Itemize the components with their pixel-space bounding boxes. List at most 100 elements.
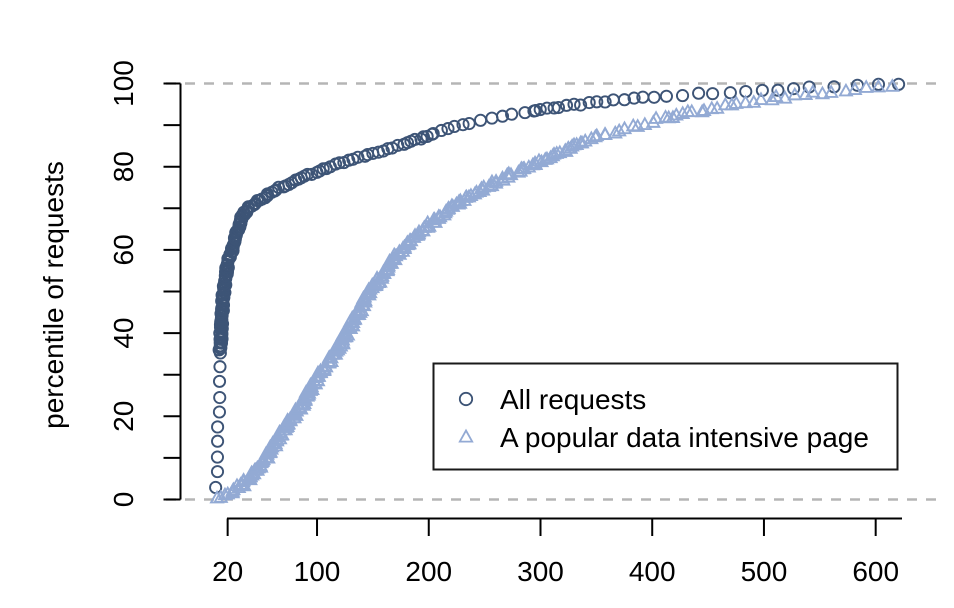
- data-point-triangle: [616, 120, 633, 135]
- data-point-triangle: [648, 110, 664, 124]
- series-all-requests: [209, 77, 906, 495]
- legend: All requests A popular data intensive pag…: [432, 362, 899, 471]
- x-tick-label: 500: [741, 556, 788, 587]
- data-point-circle: [582, 96, 596, 110]
- data-point-circle: [723, 86, 737, 100]
- data-point-circle: [441, 122, 455, 136]
- reference-lines: [166, 82, 941, 501]
- legend-box: [432, 362, 899, 471]
- data-point-triangle: [805, 84, 821, 98]
- data-point-triangle: [858, 79, 874, 93]
- data-point-triangle: [753, 91, 769, 105]
- data-point-triangle: [577, 132, 593, 147]
- x-tick-label: 400: [629, 556, 676, 587]
- data-point-circle: [590, 95, 604, 109]
- y-axis-title: percentile of requests: [38, 161, 69, 429]
- legend-label-popular-page: A popular data intensive page: [500, 422, 869, 453]
- data-point-circle: [408, 132, 422, 146]
- y-axis: 0 20 40 60 80 100: [108, 60, 182, 508]
- data-point-circle: [213, 390, 227, 405]
- x-tick-label: 200: [405, 556, 452, 587]
- data-point-circle: [210, 450, 224, 464]
- data-point-circle: [456, 118, 470, 132]
- data-point-circle: [692, 86, 706, 100]
- series-popular-data-intensive-page: [209, 78, 900, 504]
- legend-triangle-icon: [458, 428, 474, 443]
- data-point-circle: [505, 107, 519, 121]
- data-point-circle: [598, 95, 612, 109]
- data-point-triangle: [366, 277, 382, 292]
- data-point-triangle: [870, 78, 886, 93]
- data-point-triangle: [694, 103, 710, 118]
- data-point-triangle: [597, 126, 613, 140]
- data-point-circle: [300, 167, 315, 181]
- data-point-triangle: [426, 211, 442, 225]
- data-point-triangle: [675, 105, 691, 119]
- data-point-circle: [771, 83, 785, 97]
- data-point-triangle: [724, 96, 740, 111]
- data-point-circle: [210, 465, 225, 479]
- data-point-circle: [675, 89, 690, 103]
- data-point-circle: [332, 156, 346, 170]
- data-point-triangle: [768, 88, 784, 102]
- y-tick-label: 80: [108, 151, 139, 182]
- data-point-triangle: [684, 103, 700, 118]
- x-tick-label: 600: [852, 556, 899, 587]
- x-tick-label: 100: [294, 556, 341, 587]
- data-point-triangle: [847, 81, 863, 96]
- data-point-circle: [527, 104, 541, 118]
- data-point-triangle: [220, 485, 236, 500]
- data-point-circle: [211, 434, 225, 448]
- data-point-triangle: [777, 90, 793, 104]
- data-point-circle: [495, 109, 510, 123]
- legend-circle-icon: [458, 391, 474, 407]
- y-tick-label: 20: [108, 401, 139, 432]
- data-point-triangle: [838, 82, 854, 97]
- data-point-circle: [414, 132, 428, 146]
- data-point-circle: [547, 101, 561, 115]
- data-point-triangle: [814, 85, 831, 100]
- data-point-triangle: [637, 116, 653, 130]
- data-point-circle: [551, 100, 566, 115]
- data-point-circle: [462, 116, 476, 131]
- data-point-circle: [447, 119, 461, 133]
- data-point-circle: [617, 93, 632, 107]
- data-point-circle: [426, 127, 440, 141]
- data-point-circle: [212, 374, 227, 388]
- data-point-circle: [213, 360, 227, 374]
- data-point-circle: [659, 89, 674, 103]
- data-point-triangle: [589, 127, 605, 142]
- x-tick-label: 300: [517, 556, 564, 587]
- data-point-circle: [567, 97, 581, 111]
- data-point-circle: [559, 98, 574, 112]
- data-point-triangle: [611, 122, 627, 137]
- y-tick-label: 100: [108, 60, 139, 107]
- y-tick-label: 60: [108, 234, 139, 265]
- data-point-circle: [533, 103, 547, 117]
- data-point-triangle: [583, 130, 599, 145]
- legend-label-all-requests: All requests: [500, 384, 646, 415]
- data-point-triangle: [787, 86, 803, 101]
- data-point-triangle: [291, 399, 307, 413]
- data-point-triangle: [823, 84, 839, 98]
- data-point-circle: [211, 420, 225, 434]
- y-tick-label: 40: [108, 318, 139, 349]
- data-point-circle: [647, 90, 661, 104]
- data-point-circle: [223, 247, 237, 261]
- x-tick-label: 20: [212, 556, 243, 587]
- data-point-circle: [871, 77, 886, 91]
- data-point-circle: [787, 82, 801, 96]
- data-point-circle: [706, 87, 720, 101]
- data-point-circle: [212, 405, 226, 419]
- data-point-circle: [434, 123, 448, 138]
- data-point-triangle: [884, 78, 900, 92]
- x-axis: 20 100 200 300 400 500 600: [212, 517, 902, 587]
- data-point-triangle: [728, 95, 744, 109]
- data-point-triangle: [737, 94, 754, 109]
- data-point-triangle: [501, 165, 517, 180]
- data-point-triangle: [764, 91, 780, 106]
- y-tick-label: 0: [108, 492, 139, 508]
